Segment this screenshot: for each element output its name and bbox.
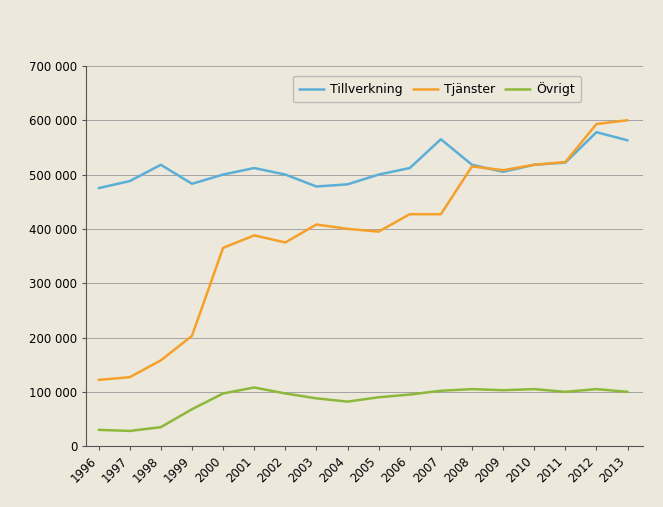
Tjänster [437,211,445,217]
Tillverkning [468,162,476,168]
Tillverkning [343,182,351,188]
Övrigt [468,386,476,392]
Övrigt [530,386,538,392]
Övrigt [343,399,351,405]
Tillverkning [312,184,320,190]
Tjänster [375,229,383,235]
Övrigt [562,389,570,395]
Övrigt [593,386,601,392]
Övrigt [375,394,383,401]
Tjänster [624,117,632,123]
Tjänster [406,211,414,217]
Tillverkning [375,171,383,177]
Övrigt [312,395,320,402]
Tillverkning [126,178,134,184]
Tjänster [312,222,320,228]
Tillverkning [499,169,507,175]
Tjänster [95,377,103,383]
Övrigt [157,424,165,430]
Line: Tjänster: Tjänster [99,120,628,380]
Övrigt [281,390,289,396]
Tjänster [188,333,196,339]
Tillverkning [250,165,258,171]
Tjänster [343,226,351,232]
Tillverkning [406,165,414,171]
Övrigt [406,391,414,397]
Tjänster [250,232,258,238]
Tjänster [562,159,570,165]
Tjänster [281,239,289,245]
Tillverkning [95,185,103,191]
Övrigt [95,427,103,433]
Övrigt [437,388,445,394]
Tillverkning [562,160,570,166]
Övrigt [219,390,227,396]
Övrigt [624,389,632,395]
Tillverkning [157,162,165,168]
Tjänster [499,167,507,173]
Övrigt [126,428,134,434]
Tillverkning [219,171,227,177]
Tillverkning [530,162,538,168]
Tjänster [468,163,476,169]
Tjänster [530,162,538,168]
Tjänster [126,374,134,380]
Övrigt [499,387,507,393]
Line: Övrigt: Övrigt [99,387,628,431]
Tjänster [593,121,601,127]
Tillverkning [437,136,445,142]
Legend: Tillverkning, Tjänster, Övrigt: Tillverkning, Tjänster, Övrigt [292,76,581,102]
Tillverkning [593,129,601,135]
Tjänster [157,357,165,364]
Tillverkning [624,137,632,143]
Övrigt [188,406,196,412]
Tjänster [219,245,227,251]
Tillverkning [281,171,289,177]
Övrigt [250,384,258,390]
Tillverkning [188,181,196,187]
Line: Tillverkning: Tillverkning [99,132,628,188]
